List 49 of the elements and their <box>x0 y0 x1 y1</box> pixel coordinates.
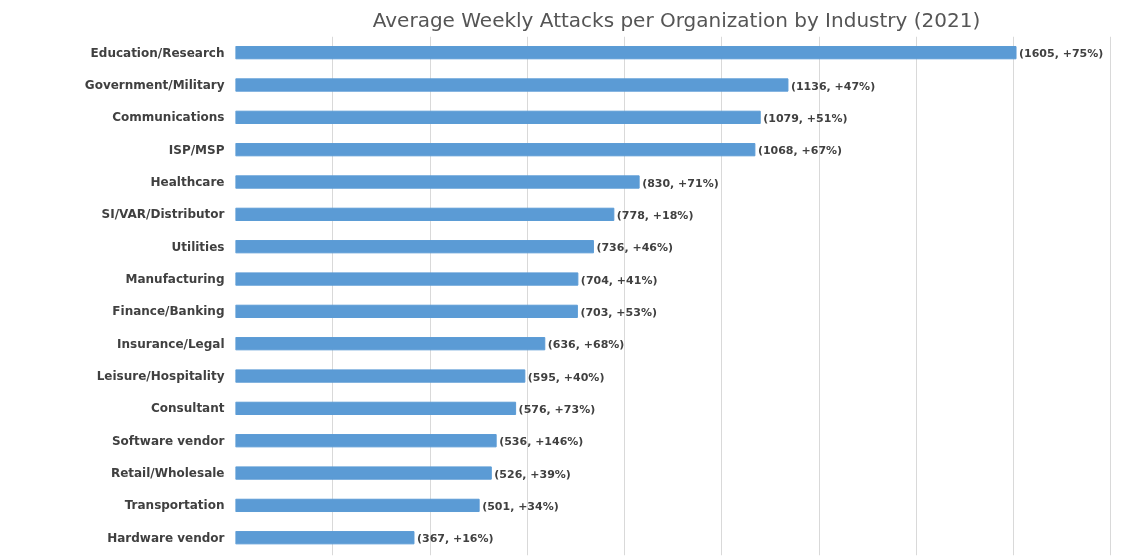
bar <box>235 46 1017 60</box>
y-tick-label: Manufacturing <box>125 272 225 287</box>
bar <box>235 337 546 351</box>
chart-title: Average Weekly Attacks per Organization by Industry (2021) <box>372 7 981 32</box>
y-tick-label: Hardware vendor <box>107 530 225 545</box>
bar <box>235 110 761 124</box>
y-tick-label: Transportation <box>124 498 225 513</box>
data-label: (576, +73%) <box>518 402 596 416</box>
bar <box>235 369 526 383</box>
y-tick-label: Government/Military <box>84 78 225 92</box>
y-tick-label: Software vendor <box>111 433 225 448</box>
data-label: (536, +146%) <box>499 435 584 449</box>
data-label: (1068, +67%) <box>757 144 843 158</box>
y-tick-label: Finance/Banking <box>112 304 225 319</box>
y-tick-label: ISP/MSP <box>168 142 225 157</box>
bar <box>235 401 517 416</box>
y-tick-label: Leisure/Hospitality <box>96 369 225 384</box>
bar <box>235 207 615 221</box>
bar <box>235 272 579 286</box>
bar <box>235 143 756 157</box>
data-label: (595, +40%) <box>527 370 605 384</box>
y-tick-label: Utilities <box>171 239 225 254</box>
bar <box>235 434 497 448</box>
y-tick-label: Healthcare <box>150 175 225 190</box>
bar <box>235 531 415 545</box>
data-label: (501, +34%) <box>482 499 559 513</box>
y-tick-label: SI/VAR/Distributor <box>101 207 225 222</box>
data-label: (778, +18%) <box>616 208 694 222</box>
bar <box>235 498 480 513</box>
data-label: (526, +39%) <box>494 467 571 481</box>
bar <box>235 304 578 318</box>
data-label: (704, +41%) <box>580 273 658 287</box>
data-label: (736, +46%) <box>596 241 673 255</box>
y-tick-label: Insurance/Legal <box>117 336 225 351</box>
data-label: (1605, +75%) <box>1019 47 1104 61</box>
data-label: (1136, +47%) <box>790 79 876 93</box>
bar <box>235 466 492 480</box>
y-tick-label: Education/Research <box>90 45 225 60</box>
y-tick-label: Communications <box>112 110 225 125</box>
bar <box>235 78 789 92</box>
data-label: (1079, +51%) <box>763 111 848 125</box>
bar <box>235 175 640 189</box>
data-label: (367, +16%) <box>416 532 494 546</box>
data-label: (636, +68%) <box>547 338 625 352</box>
data-label: (830, +71%) <box>642 176 719 190</box>
bar <box>235 240 594 254</box>
y-tick-label: Retail/Wholesale <box>110 466 225 481</box>
data-label: (703, +53%) <box>580 305 657 319</box>
y-tick-label: Consultant <box>150 401 225 416</box>
